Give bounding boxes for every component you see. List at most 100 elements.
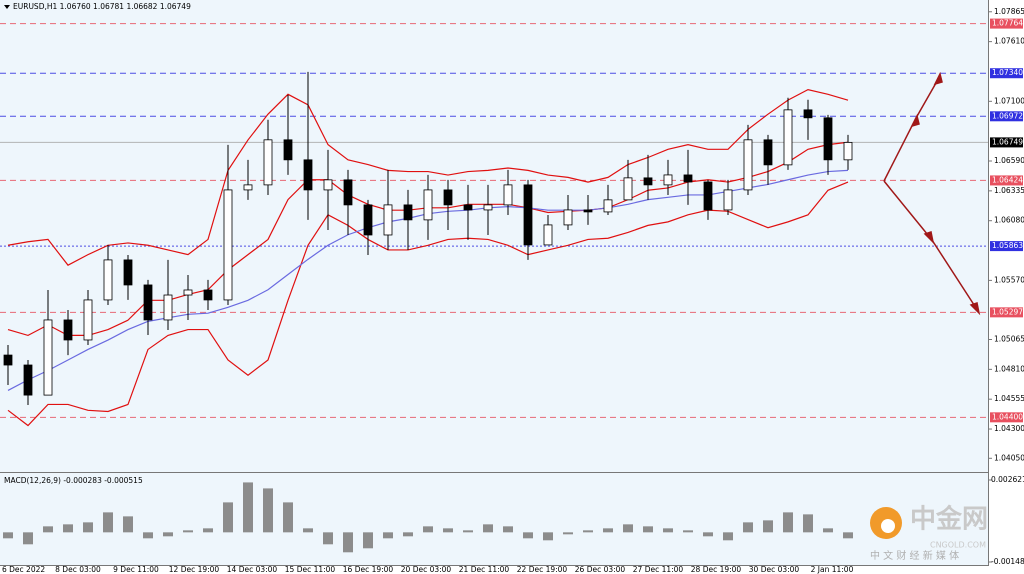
y-tick-label: 1.07865 (994, 7, 1024, 16)
macd-bar (743, 522, 753, 533)
candle-body (3, 354, 13, 366)
y-tick-label: 1.06080 (994, 216, 1024, 225)
macd-bar (303, 528, 313, 533)
x-tick-label: 26 Dec 03:00 (575, 565, 626, 574)
macd-bar (103, 512, 113, 533)
candle-body (63, 319, 73, 341)
y-tick-label: 1.07610 (994, 37, 1024, 46)
candle-body (543, 224, 553, 246)
candle-body (203, 289, 213, 301)
macd-bar (503, 526, 513, 533)
macd-bar (543, 532, 553, 541)
x-tick-label: 15 Dec 11:00 (285, 565, 336, 574)
level-label: 1.04400 (992, 412, 1023, 421)
candle-body (803, 109, 813, 119)
candle-body (623, 177, 633, 201)
macd-bar (83, 522, 93, 533)
x-tick-label: 8 Dec 03:00 (55, 565, 101, 574)
candle-body (743, 139, 753, 191)
y-tick-label: 1.04810 (994, 364, 1024, 373)
y-tick-label: 0.002621 (991, 475, 1024, 484)
candle-body (483, 204, 493, 211)
candle-body (43, 319, 53, 396)
candle-body (523, 184, 533, 246)
level-label-box (990, 18, 1023, 29)
x-tick-label: 30 Dec 03:00 (749, 565, 800, 574)
level-label: 1.06749 (992, 137, 1023, 146)
logo-inner (881, 519, 895, 533)
level-label: 1.07764 (992, 19, 1023, 28)
level-label: 1.06424 (992, 175, 1023, 184)
x-tick-label: 2 Jan 11:00 (811, 565, 854, 574)
x-tick-label: 27 Dec 11:00 (633, 565, 684, 574)
level-label-box (990, 111, 1023, 122)
candle-body (703, 181, 713, 211)
macd-bar (343, 532, 353, 553)
macd-bar (583, 530, 593, 533)
candle-body (83, 299, 93, 341)
macd-bar (323, 532, 333, 545)
projection-arrows (883, 71, 981, 316)
macd-bar (463, 530, 473, 533)
x-tick-label: 6 Dec 2022 (2, 565, 45, 574)
macd-bar (643, 526, 653, 533)
y-tick-label: 1.06335 (994, 186, 1024, 195)
candle-body (403, 204, 413, 221)
macd-bar (283, 502, 293, 533)
candle-body (283, 139, 293, 161)
candle-body (603, 199, 613, 213)
candle-body (563, 209, 573, 226)
candle-body (783, 109, 793, 166)
x-tick-label: 21 Dec 11:00 (459, 565, 510, 574)
macd-bar (623, 524, 633, 533)
y-tick-label: 1.05065 (994, 334, 1024, 343)
candle-body (343, 179, 353, 206)
macd-bar (523, 532, 533, 539)
candle-body (243, 184, 253, 191)
candle-body (163, 294, 173, 321)
x-tick-label: 14 Dec 03:00 (227, 565, 278, 574)
candle-body (843, 141, 853, 161)
candle-body (323, 179, 333, 191)
macd-bar (723, 532, 733, 541)
x-tick-label: 20 Dec 03:00 (401, 565, 452, 574)
macd-bar (3, 532, 13, 539)
candle-body (183, 289, 193, 296)
macd-bar (803, 514, 813, 533)
candle-body (423, 189, 433, 221)
candle-body (503, 184, 513, 206)
y-tick-label: 1.04555 (994, 394, 1024, 403)
watermark-site: CNGOLD.COM (930, 541, 986, 550)
macd-bar (843, 532, 853, 539)
macd-bar (263, 488, 273, 533)
candle-body (463, 204, 473, 211)
candle-body (763, 139, 773, 166)
level-label: 1.06972 (992, 111, 1023, 120)
candle-body (143, 284, 153, 321)
y-tick-label: -0.001486 (991, 557, 1024, 566)
x-tick-label: 9 Dec 11:00 (113, 565, 159, 574)
y-tick-label: 1.05570 (994, 275, 1024, 284)
candle-body (823, 117, 833, 161)
macd-bar (703, 532, 713, 537)
candle-body (683, 174, 693, 183)
macd-bar (483, 524, 493, 533)
level-label-box (990, 412, 1023, 423)
candle-body (443, 189, 453, 206)
level-label-box (990, 241, 1023, 252)
macd-bar (23, 532, 33, 545)
candle-body (223, 189, 233, 301)
candle-body (723, 189, 733, 211)
x-tick-label: 12 Dec 19:00 (169, 565, 220, 574)
x-tick-label: 16 Dec 19:00 (343, 565, 394, 574)
macd-bar (223, 502, 233, 533)
macd-bar (563, 532, 573, 535)
menu-icon (4, 5, 10, 9)
macd-bar (123, 516, 133, 533)
y-tick-label: 1.04300 (994, 424, 1024, 433)
macd-bar (423, 526, 433, 533)
macd-bar (183, 530, 193, 533)
macd-bar (143, 532, 153, 539)
macd-bar (43, 526, 53, 533)
